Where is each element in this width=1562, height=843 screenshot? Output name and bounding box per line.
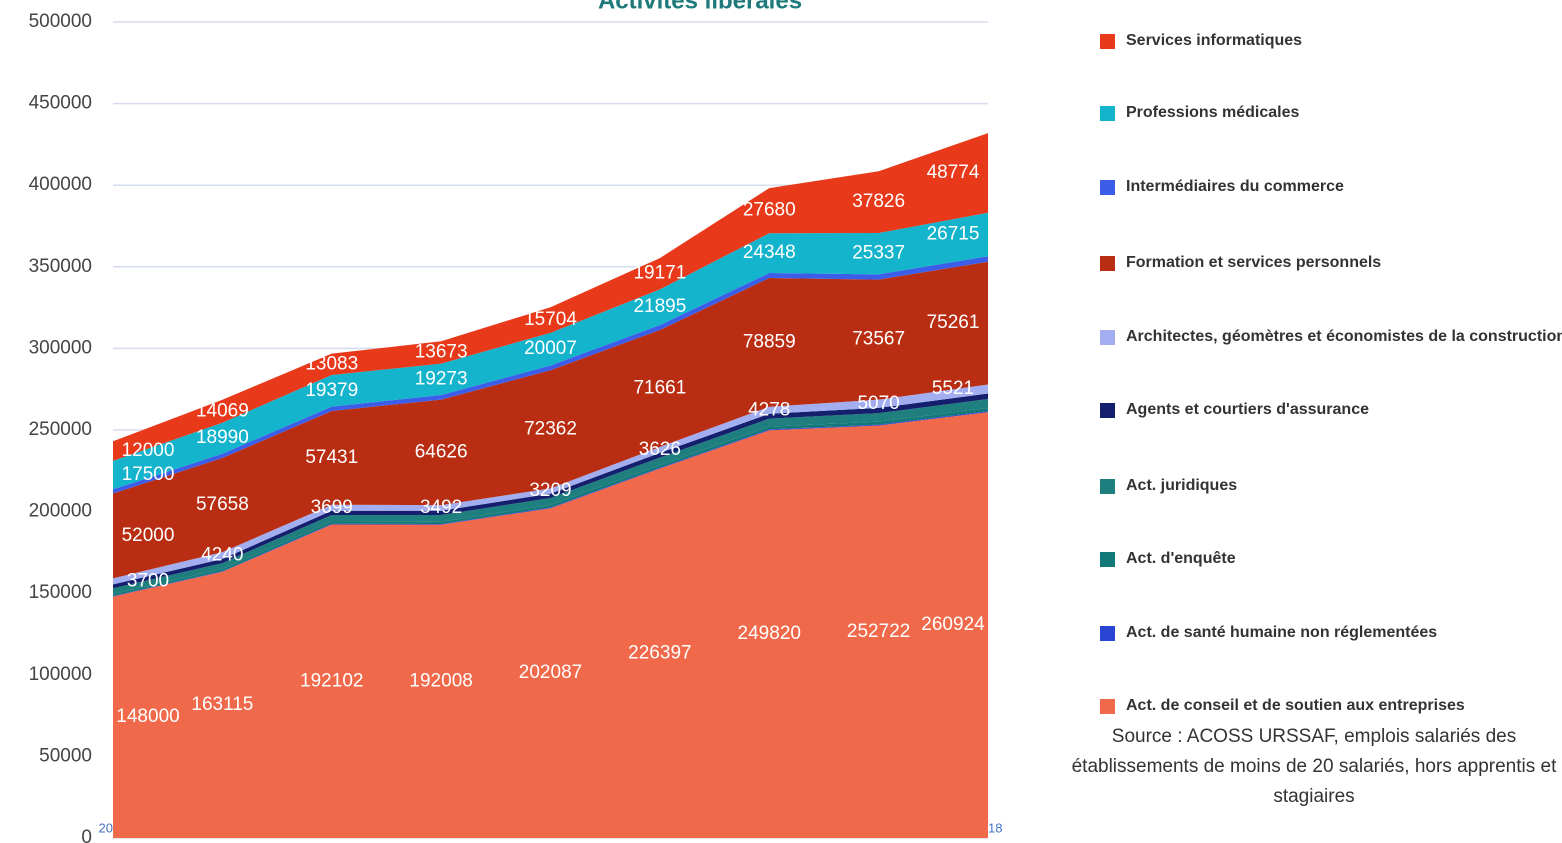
legend-entry: Act. d'enquête (1100, 546, 1562, 572)
data-label: 12000 (122, 440, 175, 461)
data-label: 260924 (921, 614, 985, 635)
legend-label: Professions médicales (1126, 104, 1300, 121)
legend-entry: Professions médicales (1100, 100, 1562, 126)
legend-label: Act. de conseil et de soutien aux entrep… (1126, 697, 1465, 714)
chart-title: Activités libérales (598, 0, 802, 14)
y-tick-label: 250000 (29, 419, 92, 440)
area (113, 212, 988, 490)
y-tick-label: 350000 (29, 256, 92, 277)
y-tick-label: 100000 (29, 664, 92, 685)
legend-swatch (1100, 180, 1115, 195)
data-label: 26715 (927, 224, 980, 245)
data-label: 78859 (743, 331, 796, 352)
legend-label: Intermédiaires du commerce (1126, 178, 1344, 195)
legend-label: Formation et services personnels (1126, 254, 1382, 271)
data-label: 64626 (415, 441, 468, 462)
data-label: 13083 (305, 353, 358, 374)
data-label: 4240 (201, 545, 243, 566)
legend-entry: Act. de santé humaine non réglementées (1100, 620, 1562, 646)
area (113, 384, 988, 585)
y-tick-label: 0 (81, 827, 92, 843)
data-label: 15704 (524, 309, 577, 330)
legend-swatch (1100, 479, 1115, 494)
data-label: 21895 (633, 296, 686, 317)
legend-entry: Act. de conseil et de soutien aux entrep… (1100, 693, 1562, 719)
legend-label: Services informatiques (1126, 32, 1303, 49)
legend-entry: Formation et services personnels (1100, 250, 1562, 276)
legend-swatch (1100, 552, 1115, 567)
data-label: 18990 (196, 427, 249, 448)
data-label: 226397 (628, 642, 691, 663)
data-label: 75261 (927, 312, 980, 333)
data-label: 19171 (633, 263, 686, 284)
data-label: 252722 (847, 621, 910, 642)
data-label: 3700 (127, 570, 169, 591)
area (113, 261, 988, 579)
y-tick-label: 200000 (29, 501, 92, 522)
legend-label: Act. d'enquête (1126, 550, 1236, 567)
data-label: 13673 (415, 341, 468, 362)
legend-swatch (1100, 403, 1115, 418)
y-tick-label: 450000 (29, 93, 92, 114)
data-label: 3626 (639, 439, 681, 460)
area (113, 133, 988, 461)
legend-entry: Agents et courtiers d'assurance (1100, 397, 1562, 423)
y-tick-label: 300000 (29, 337, 92, 358)
legend-entry: Act. juridiques (1100, 473, 1562, 499)
data-label: 25337 (852, 243, 905, 264)
data-label: 37826 (852, 191, 905, 212)
area (113, 399, 988, 595)
data-label: 19273 (415, 368, 468, 389)
data-label: 192008 (409, 670, 472, 691)
data-label: 24348 (743, 242, 796, 263)
y-tick-label: 50000 (39, 745, 92, 766)
legend-swatch (1100, 106, 1115, 121)
data-label: 20007 (524, 338, 577, 359)
data-label: 17500 (122, 464, 175, 485)
data-label: 72362 (524, 418, 577, 439)
y-tick-label: 400000 (29, 174, 92, 195)
legend-label: Agents et courtiers d'assurance (1126, 401, 1369, 418)
data-label: 19379 (305, 380, 358, 401)
legend-entry: Intermédiaires du commerce (1100, 174, 1562, 200)
y-tick-label: 500000 (29, 11, 92, 32)
data-label: 5521 (932, 378, 974, 399)
data-label: 3699 (311, 497, 353, 518)
source-note: Source : ACOSS URSSAF, emplois salariés … (1071, 726, 1557, 807)
data-label: 3209 (529, 480, 571, 501)
area (113, 412, 988, 838)
data-label: 73567 (852, 329, 905, 350)
legend-entry: Architectes, géomètres et économistes de… (1100, 324, 1562, 350)
data-label: 71661 (633, 377, 686, 398)
legend-label: Act. juridiques (1126, 477, 1238, 494)
legend-swatch (1100, 699, 1115, 714)
data-label: 5070 (857, 393, 899, 414)
data-label: 52000 (122, 525, 175, 546)
data-label: 3492 (420, 497, 462, 518)
data-label: 57431 (305, 447, 358, 468)
legend-swatch (1100, 256, 1115, 271)
data-label: 4278 (748, 399, 790, 420)
data-label: 192102 (300, 670, 363, 691)
data-label: 202087 (519, 662, 582, 683)
data-label: 48774 (927, 162, 980, 183)
data-label: 57658 (196, 494, 249, 515)
data-label: 148000 (116, 706, 179, 727)
data-label: 249820 (738, 623, 801, 644)
legend-swatch (1100, 330, 1115, 345)
legend-label: Architectes, géomètres et économistes de… (1126, 328, 1562, 345)
data-label: 163115 (191, 694, 253, 715)
legend-entry: Services informatiques (1100, 28, 1562, 54)
y-tick-label: 150000 (29, 582, 92, 603)
data-label: 27680 (743, 200, 796, 221)
data-label: 14069 (196, 400, 249, 421)
legend-label: Act. de santé humaine non réglementées (1126, 624, 1438, 641)
legend-swatch (1100, 34, 1115, 49)
legend-swatch (1100, 626, 1115, 641)
